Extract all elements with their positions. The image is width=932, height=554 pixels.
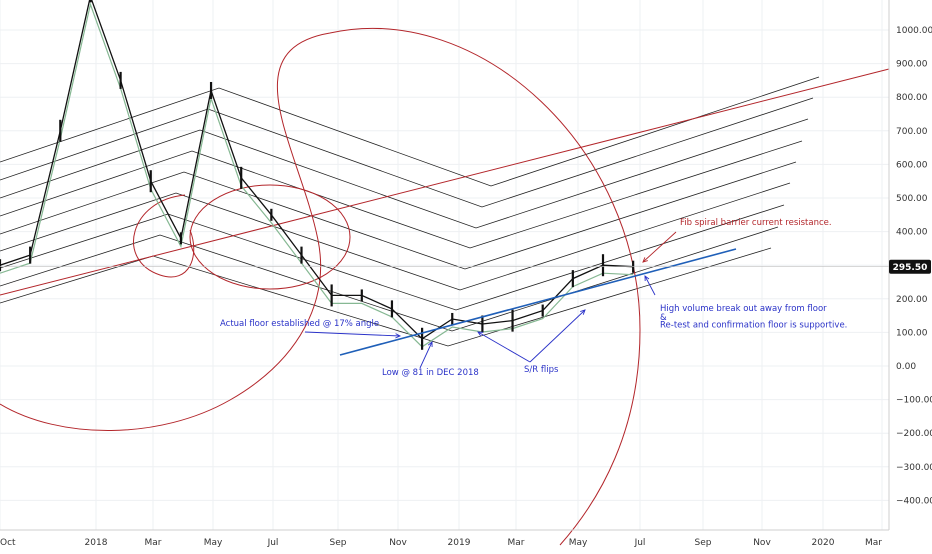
x-tick-label: Mar [145,538,162,548]
y-tick-label: −100.00 [896,396,932,406]
y-tick-label: 900.00 [896,60,928,70]
fan-line-3 [0,118,809,229]
annotation-arrowhead-2 [427,341,433,348]
fan-line-9 [0,247,772,347]
annotation-arrow-2 [419,341,433,369]
annotation-arrowhead-3 [477,331,484,337]
annotation-arrow-4 [529,309,586,363]
x-tick-label: 2020 [812,538,835,548]
moving-average-line [0,2,634,348]
y-tick-label: 200.00 [896,295,928,305]
annotations: Fib spiral barrier current resistance. A… [220,218,847,378]
x-tick-label: Sep [695,538,712,548]
y-tick-label: −200.00 [896,429,932,439]
fan-line-7 [0,204,785,311]
y-tick-label: 100.00 [896,328,928,338]
fib-spiral [0,27,890,546]
spiral-outer-arc [0,27,641,546]
x-tick-label: Mar [508,538,525,548]
annotation-arrow-6 [642,231,677,263]
x-tick-label: Jul [634,538,646,548]
spiral-small-circle [133,194,195,278]
x-tick-label: Nov [753,538,771,548]
annotation-floor-angle: Actual floor established @ 17% angle [220,319,379,329]
annotation-retest: Re-test and confirmation floor is suppor… [660,321,847,331]
annotation-arrowhead-5 [644,275,650,282]
annotation-arrowhead-6 [642,257,648,263]
x-axis-ticks: Oct 2018 Mar May Jul Sep Nov 2019 Mar May Jul Sep No… [0,538,882,548]
spiral-diagonal-line [0,68,890,296]
annotation-sr-flips: S/R flips [524,365,559,375]
x-tick-label: 2019 [448,538,471,548]
x-tick-label: Sep [330,538,347,548]
annotation-breakout: High volume break out away from floor [660,304,827,314]
y-tick-label: 400.00 [896,228,928,238]
fan-line-5 [0,161,797,270]
annotation-arrowhead-1 [395,333,402,339]
annotation-arrow-1 [304,331,401,337]
y-tick-label: 500.00 [896,194,928,204]
annotation-arrowhead-4 [580,309,586,315]
fan-line-8 [0,226,779,332]
annotation-arrow-3 [477,331,531,363]
current-price-tag: 295.50 [889,259,931,274]
y-tick-label: 700.00 [896,127,928,137]
x-tick-label: Nov [389,538,407,548]
annotation-fib-resistance: Fib spiral barrier current resistance. [680,218,832,228]
x-tick-label: May [204,538,223,548]
annotation-arrow-5 [644,275,656,296]
y-tick-label: 800.00 [896,93,928,103]
y-tick-label: −400.00 [896,496,932,506]
x-tick-label: 2018 [85,538,108,548]
x-tick-label: Oct [0,538,16,548]
fan-line-2 [0,97,814,208]
x-tick-label: Jul [267,538,279,548]
price-line [0,0,634,340]
floor-trendline-layer [0,248,889,356]
annotation-ampersand: & [660,313,667,323]
fan-line-1 [0,76,820,187]
annotation-low: Low @ 81 in DEC 2018 [382,368,479,378]
x-tick-label: May [569,538,588,548]
fan-line-4 [0,140,803,249]
y-tick-label: 600.00 [896,160,928,170]
y-tick-label: 1000.00 [896,26,932,36]
y-tick-label: 0.00 [896,362,916,372]
grid [0,0,889,530]
annotation-arrows [304,231,677,369]
spiral-mid-circle [189,184,351,290]
y-axis-ticks: 1000.00 900.00 800.00 700.00 600.00 500.00 400… [896,26,932,506]
x-tick-label: Mar [865,538,882,548]
current-price-label: 295.50 [893,263,928,273]
price-series-layer [0,0,635,350]
y-tick-label: −300.00 [896,463,932,473]
